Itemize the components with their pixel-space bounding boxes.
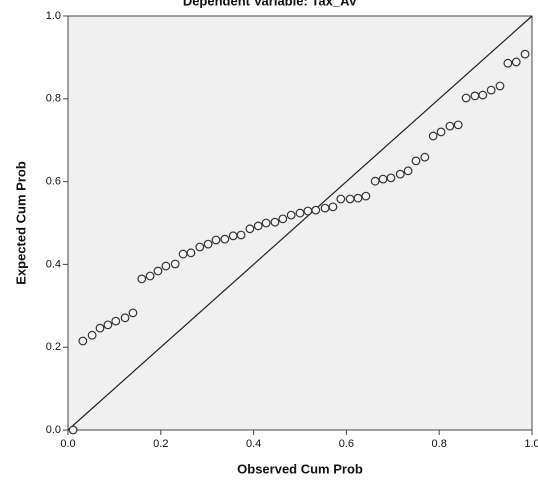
- x-tick-label: 0.8: [432, 438, 447, 450]
- y-tick-label: 1.0: [46, 10, 61, 22]
- point: [511, 57, 521, 67]
- point: [470, 91, 480, 101]
- point: [328, 202, 338, 212]
- x-tick-label: 1.0: [524, 438, 538, 450]
- point: [220, 234, 230, 244]
- chart-title: Dependent Variable: Tax_AV: [183, 0, 358, 8]
- point: [161, 261, 171, 271]
- point: [303, 206, 313, 216]
- point: [128, 308, 138, 318]
- point: [478, 90, 488, 100]
- point: [403, 166, 413, 176]
- point: [278, 214, 288, 224]
- point: [261, 218, 271, 228]
- point: [386, 173, 396, 183]
- point: [153, 266, 163, 276]
- point: [78, 336, 88, 346]
- point: [186, 248, 196, 258]
- point: [68, 425, 78, 435]
- y-tick-label: 0.8: [46, 93, 61, 105]
- point: [311, 205, 321, 215]
- point: [211, 235, 221, 245]
- point: [253, 221, 263, 231]
- y-tick-label: 0.6: [46, 176, 61, 188]
- point: [420, 152, 430, 162]
- point: [453, 120, 463, 130]
- point: [120, 313, 130, 323]
- y-tick-label: 0.4: [46, 258, 61, 270]
- point: [436, 127, 446, 137]
- y-axis-title: Expected Cum Prob: [13, 161, 28, 285]
- point: [87, 330, 97, 340]
- point: [411, 156, 421, 166]
- point: [395, 169, 405, 179]
- point: [170, 259, 180, 269]
- point: [270, 217, 280, 227]
- point: [361, 191, 371, 201]
- x-tick-label: 0.2: [153, 438, 168, 450]
- point: [286, 210, 296, 220]
- point: [320, 203, 330, 213]
- point: [95, 323, 105, 333]
- reference-line: [67, 15, 533, 431]
- point: [503, 58, 513, 68]
- point: [195, 242, 205, 252]
- point: [111, 316, 121, 326]
- point: [353, 193, 363, 203]
- point: [236, 230, 246, 240]
- point: [178, 249, 188, 259]
- point: [428, 131, 438, 141]
- x-tick-label: 0.4: [246, 438, 261, 450]
- point: [520, 49, 530, 59]
- y-tick-label: 0.0: [46, 424, 61, 436]
- point: [370, 176, 380, 186]
- point: [461, 93, 471, 103]
- point: [245, 224, 255, 234]
- x-axis-title: Observed Cum Prob: [237, 461, 363, 476]
- point: [495, 81, 505, 91]
- point: [445, 121, 455, 131]
- point: [295, 208, 305, 218]
- point: [203, 239, 213, 249]
- point: [486, 85, 496, 95]
- y-tick-label: 0.2: [46, 341, 61, 353]
- point: [137, 274, 147, 284]
- point: [228, 231, 238, 241]
- point: [145, 271, 155, 281]
- point: [336, 194, 346, 204]
- x-tick-label: 0.0: [60, 438, 75, 450]
- x-tick-label: 0.6: [339, 438, 354, 450]
- point: [345, 194, 355, 204]
- point: [378, 174, 388, 184]
- point: [103, 320, 113, 330]
